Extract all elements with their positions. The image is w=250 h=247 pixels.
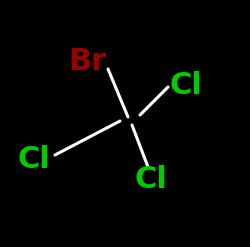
Text: Cl: Cl: [134, 165, 167, 193]
Text: Cl: Cl: [169, 70, 202, 100]
Text: Br: Br: [68, 47, 106, 77]
Text: Cl: Cl: [18, 144, 51, 173]
